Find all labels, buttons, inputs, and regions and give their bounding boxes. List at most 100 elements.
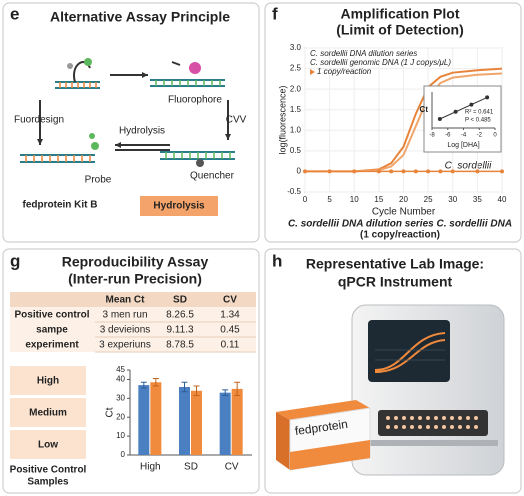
table-header: Mean Ct bbox=[106, 295, 146, 306]
error-bar bbox=[234, 381, 241, 396]
x-tick-label: SD bbox=[184, 462, 198, 473]
table-cell: 1.34 bbox=[220, 310, 240, 321]
table-header: SD bbox=[173, 295, 187, 306]
y-tick-label: -0.5 bbox=[287, 187, 301, 196]
point bbox=[327, 169, 332, 174]
level-label: Low bbox=[38, 440, 58, 451]
x-tick-label: 10 bbox=[350, 195, 359, 204]
table-header bbox=[10, 292, 256, 307]
footer-label: Samples bbox=[27, 477, 69, 488]
legend-label: 1 copy/reaction bbox=[317, 67, 372, 76]
table-body bbox=[10, 307, 256, 352]
point bbox=[469, 102, 474, 107]
point bbox=[352, 169, 357, 174]
y-axis-label: log(fluorescence) bbox=[277, 85, 287, 154]
point bbox=[453, 109, 458, 114]
table-cell: 3 men run bbox=[102, 310, 147, 321]
y-tick-label: 30 bbox=[116, 393, 125, 402]
point bbox=[485, 95, 490, 100]
table-cell: 0.11 bbox=[221, 340, 240, 351]
y-tick-label: 0 bbox=[297, 167, 302, 176]
panel-title: (Limit of Detection) bbox=[336, 22, 464, 38]
x-axis-label: Cycle Number bbox=[372, 207, 436, 218]
panel bbox=[264, 2, 522, 243]
diagram-label: CVV bbox=[226, 115, 247, 126]
precision-table: Mean Ct SD CV Positive control sampe experime… bbox=[10, 292, 256, 353]
level-box bbox=[10, 366, 86, 395]
level-box bbox=[10, 398, 86, 427]
bar bbox=[138, 385, 150, 455]
y-tick-label: 0.5 bbox=[290, 146, 302, 155]
row-header: sampe bbox=[36, 325, 68, 336]
x-tick-label: 35 bbox=[473, 195, 482, 204]
point bbox=[475, 169, 480, 174]
x-tick-label: -6 bbox=[445, 133, 451, 139]
point bbox=[413, 169, 418, 174]
y-tick-label: 3.0 bbox=[290, 43, 302, 52]
panel-title: Reproducibility Assay bbox=[62, 254, 209, 270]
hydrolysis-box bbox=[140, 196, 218, 216]
panel-letter: h bbox=[272, 251, 282, 270]
x-tick-label: -8 bbox=[429, 133, 435, 139]
point bbox=[303, 169, 307, 174]
bar bbox=[219, 392, 231, 455]
y-axis-label: Ct bbox=[420, 105, 429, 114]
diagram-label: Fuordesign bbox=[14, 115, 64, 126]
legend-marker bbox=[310, 69, 315, 75]
point bbox=[437, 117, 442, 121]
y-tick-label: 2.0 bbox=[290, 84, 302, 93]
x-tick-label: 40 bbox=[498, 195, 507, 204]
x-tick-label: 0 bbox=[493, 133, 497, 139]
footer-label: Positive Control bbox=[10, 465, 87, 476]
annotation: C. sordellii bbox=[445, 161, 492, 172]
x-tick-label: High bbox=[140, 462, 161, 473]
x-tick-label: 0 bbox=[303, 195, 308, 204]
instrument-illustration bbox=[276, 304, 505, 476]
point bbox=[438, 169, 443, 174]
legend-label: C. sordellii DNA dilution series bbox=[310, 49, 417, 58]
diagram-label: Fluorophore bbox=[168, 95, 222, 106]
table-cell: 9.11.3 bbox=[166, 325, 193, 336]
x-tick-label: 25 bbox=[424, 195, 433, 204]
y-tick-label: 20 bbox=[116, 412, 125, 421]
panel-title: qPCR Instrument bbox=[338, 274, 453, 290]
bar bbox=[231, 388, 243, 455]
assay-diagram bbox=[20, 58, 235, 167]
bar bbox=[150, 382, 162, 455]
bar bbox=[179, 387, 190, 455]
y-axis-label: Ct bbox=[105, 407, 116, 417]
level-label: Medium bbox=[29, 408, 67, 419]
x-tick-label: 20 bbox=[399, 195, 408, 204]
y-tick-label: 45 bbox=[116, 365, 125, 374]
y-tick-label: 0 bbox=[121, 450, 126, 459]
panel-letter: f bbox=[272, 4, 278, 23]
diagram-label: Quencher bbox=[190, 171, 235, 182]
y-tick-label: 10 bbox=[116, 431, 125, 440]
y-tick-label: 2.5 bbox=[290, 64, 302, 73]
annotation: P < 0.485 bbox=[465, 118, 491, 124]
error-bar bbox=[152, 378, 159, 387]
x-tick-label: 30 bbox=[448, 195, 457, 204]
y-tick-label: 40 bbox=[116, 375, 125, 384]
row-header: Positive control bbox=[14, 310, 89, 321]
panel-letter: e bbox=[10, 4, 19, 23]
y-tick-label: 1.5 bbox=[290, 105, 302, 114]
point bbox=[450, 169, 455, 174]
annotation: R² = 0.641 bbox=[465, 110, 494, 116]
panel-letter: g bbox=[10, 251, 20, 270]
point bbox=[389, 169, 394, 174]
panel-title: Alternative Assay Principle bbox=[50, 9, 230, 25]
level-box bbox=[10, 430, 86, 459]
bar bbox=[191, 390, 202, 455]
panel-title: (Inter-run Precision) bbox=[68, 271, 202, 287]
level-label: High bbox=[37, 376, 59, 387]
panel-title: Amplification Plot bbox=[341, 6, 460, 22]
error-bar bbox=[193, 385, 200, 396]
hydrolysis-label: Hydrolysis bbox=[153, 201, 205, 212]
table-cell: 0.45 bbox=[220, 325, 240, 336]
y-tick-label: 1.0 bbox=[290, 125, 302, 134]
x-tick-label: 15 bbox=[374, 195, 383, 204]
